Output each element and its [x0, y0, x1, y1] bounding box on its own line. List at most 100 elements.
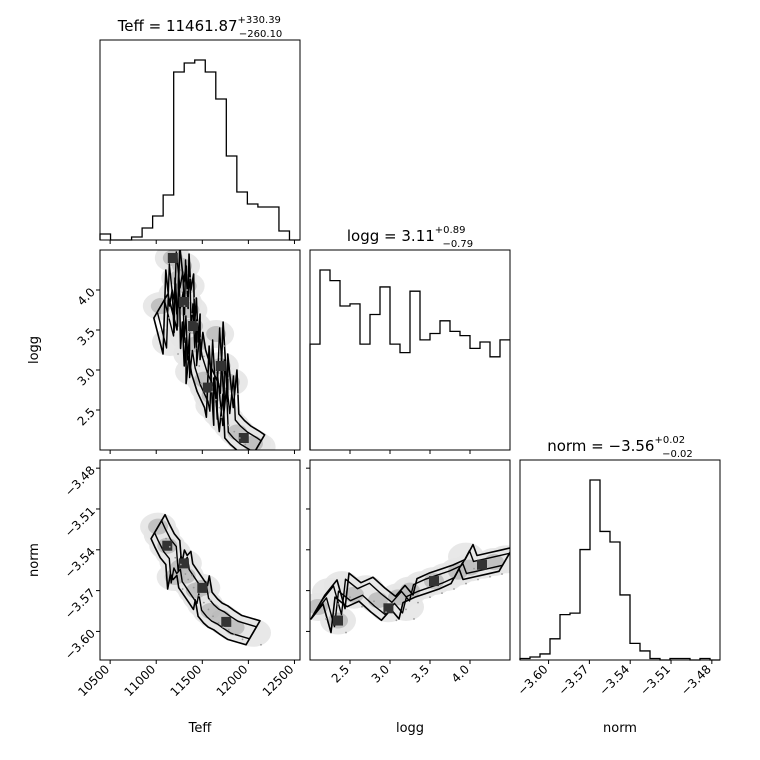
- teff-histogram-line: [99, 59, 300, 241]
- y-tick-label: −3.51: [62, 504, 98, 540]
- density-peak: [333, 615, 343, 626]
- density-peak: [167, 253, 178, 263]
- sample-point: [489, 575, 491, 578]
- sample-point: [179, 563, 182, 566]
- axes-frame: [309, 459, 511, 661]
- sample-point: [184, 573, 187, 575]
- sample-point: [193, 297, 196, 299]
- x-tick-label: 3.0: [369, 662, 392, 685]
- x-tick-label: 3.5: [409, 662, 432, 685]
- x-tick-label: −3.60: [515, 662, 551, 698]
- x-tick-label: −3.57: [556, 662, 592, 698]
- axes-frame: [99, 459, 301, 661]
- sample-point: [198, 594, 201, 597]
- sample-point: [209, 598, 212, 601]
- y-tick-label: −3.57: [62, 586, 98, 622]
- density-peak: [188, 321, 199, 331]
- logg-y-axis-label: logg: [27, 336, 42, 364]
- sample-point: [218, 406, 221, 409]
- sample-point: [227, 377, 230, 379]
- sample-point: [233, 430, 236, 433]
- sample-point: [453, 588, 455, 590]
- density-layer: [310, 542, 515, 635]
- y-tick-label: −3.54: [62, 545, 98, 581]
- teff-norm-panel: 10500 11000 11500 12000 12500 −3.48 −3.51 −3.54…: [62, 459, 301, 699]
- sample-point: [217, 622, 220, 624]
- sample-point: [465, 582, 467, 585]
- norm-axis-label: norm: [603, 721, 637, 736]
- sample-point: [202, 601, 205, 604]
- sample-point: [183, 305, 186, 307]
- sample-point: [345, 631, 347, 634]
- sample-point: [187, 578, 190, 581]
- sample-point: [222, 626, 225, 629]
- sample-point: [211, 390, 214, 393]
- axes-frame: [99, 39, 301, 241]
- sample-point: [198, 365, 201, 367]
- density-peak: [202, 382, 213, 393]
- sample-point: [192, 586, 195, 589]
- outer-contour: [310, 543, 510, 634]
- sample-point: [417, 601, 419, 604]
- sample-point: [260, 643, 262, 646]
- sample-point: [395, 619, 398, 622]
- density-peak: [238, 433, 249, 443]
- logg-histogram-line: [309, 269, 510, 450]
- sample-point: [373, 600, 375, 603]
- sample-point: [337, 603, 339, 605]
- density-layer: [140, 512, 271, 647]
- sample-point: [237, 393, 239, 395]
- teff-title: Teff = 11461.87+330.39 −260.10: [117, 15, 283, 40]
- sample-point: [168, 545, 171, 548]
- density-peak: [477, 559, 487, 570]
- axes-frame: [519, 459, 721, 661]
- sample-point: [238, 437, 241, 439]
- sample-point: [202, 355, 205, 358]
- sample-point: [405, 608, 407, 611]
- x-tick-label: 12000: [214, 662, 251, 699]
- sample-point: [196, 321, 199, 323]
- x-tick-label: −3.54: [596, 662, 632, 698]
- y-tick-label: 3.5: [75, 325, 98, 348]
- sample-point: [429, 596, 431, 599]
- sample-point: [325, 618, 327, 620]
- x-tick-label: 2.5: [329, 662, 352, 685]
- density-peak: [197, 582, 208, 593]
- norm-histogram-panel: −3.60 −3.57 −3.54 −3.51 −3.48: [515, 459, 721, 698]
- sample-point: [212, 615, 214, 618]
- sample-point: [190, 574, 193, 577]
- sample-point: [385, 611, 387, 614]
- sample-point: [165, 537, 167, 540]
- x-tick-label: −3.51: [637, 662, 673, 698]
- teff-axis-label: Teff: [188, 721, 213, 736]
- density-peak: [221, 616, 232, 627]
- sample-point: [260, 455, 262, 457]
- sample-point: [200, 337, 202, 339]
- x-tick-label: 11500: [168, 662, 205, 699]
- axes-frame: [99, 249, 301, 451]
- logg-title: logg = 3.11+0.89 −0.79: [347, 225, 473, 250]
- sample-point: [244, 443, 247, 446]
- sample-point: [181, 588, 184, 590]
- density-peak: [215, 361, 226, 371]
- logg-norm-panel: 2.5 3.0 3.5 4.0: [306, 459, 515, 686]
- sample-point: [190, 313, 193, 315]
- sample-point: [241, 638, 244, 641]
- y-tick-label: 3.0: [75, 365, 98, 388]
- x-tick-label: 10500: [75, 662, 112, 699]
- axes-frame: [309, 249, 511, 451]
- inner-contour: [313, 549, 510, 628]
- sample-point: [174, 556, 177, 559]
- y-tick-label: −3.60: [62, 626, 98, 662]
- inner-contour: [156, 251, 262, 450]
- sample-point: [223, 345, 226, 347]
- norm-histogram-line: [519, 479, 720, 661]
- sample-point: [200, 382, 202, 385]
- sample-point: [513, 570, 515, 572]
- density-layer: [142, 250, 276, 457]
- sample-point: [186, 289, 189, 291]
- x-tick-label: 4.0: [449, 662, 472, 685]
- plot-area: [100, 40, 300, 240]
- sample-point: [361, 605, 363, 608]
